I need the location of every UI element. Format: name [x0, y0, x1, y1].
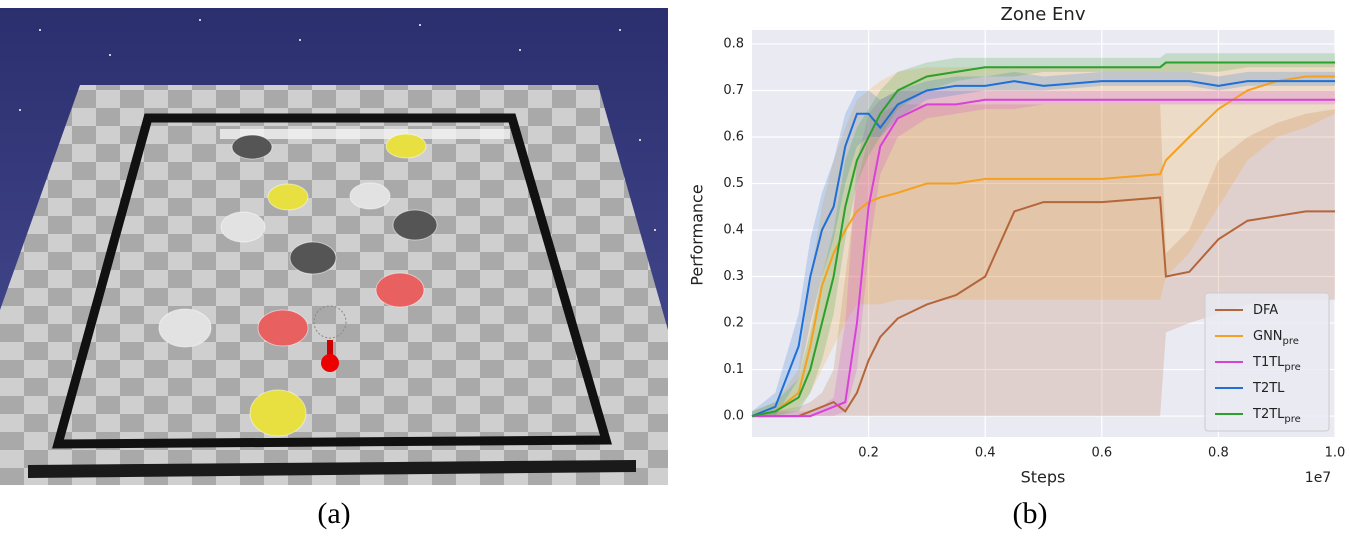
error-band — [752, 53, 1335, 417]
legend-label: DFA — [1253, 303, 1278, 318]
line — [751, 61, 1335, 418]
y-tick-label: 0.8 — [723, 36, 744, 51]
legend-name: GNN — [1253, 329, 1283, 344]
legend-subscript: pre — [1284, 362, 1300, 373]
x-tick-label: 0.4 — [975, 446, 996, 461]
legend-subscript: pre — [1284, 414, 1300, 425]
floor — [0, 85, 668, 485]
y-tick-label: 0.4 — [723, 223, 744, 238]
line — [752, 196, 1335, 418]
front-wall — [28, 460, 636, 478]
line — [751, 80, 1335, 417]
x-tick-label: 1.0 — [1325, 446, 1346, 461]
wall-highlight — [220, 129, 510, 139]
x-offset-label: 1e7 — [1305, 470, 1331, 486]
legend-label: T2TLpre — [1252, 407, 1301, 426]
y-tick-label: 0.0 — [723, 409, 744, 424]
y-tick-label: 0.7 — [723, 83, 744, 98]
y-axis-label: Performance — [688, 184, 707, 285]
legend-label: T1TLpre — [1252, 355, 1301, 374]
y-tick-label: 0.5 — [723, 176, 744, 191]
legend-subscript: pre — [1283, 336, 1299, 347]
x-tick-label: 0.8 — [1208, 446, 1229, 461]
y-tick-label: 0.6 — [723, 129, 744, 144]
legend-label: GNNpre — [1253, 329, 1299, 348]
chart-title: Zone Env — [1001, 4, 1086, 25]
zones — [158, 133, 438, 437]
x-axis-label: Steps — [1021, 468, 1066, 487]
line — [752, 98, 1335, 418]
error-band — [752, 104, 1335, 417]
y-tick-label: 0.3 — [723, 269, 744, 284]
line — [751, 75, 1335, 418]
legend-name: T2TL — [1252, 407, 1285, 422]
wall — [52, 113, 612, 449]
legend-name: DFA — [1253, 303, 1278, 318]
y-tick-label: 0.2 — [723, 316, 744, 331]
environment-render — [0, 8, 668, 485]
legend-name: T1TL — [1252, 355, 1285, 370]
caption: (b) — [1013, 497, 1048, 530]
y-tick-label: 0.1 — [723, 362, 744, 377]
error-band — [752, 62, 1335, 417]
x-tick-label: 0.6 — [1091, 446, 1112, 461]
caption: (a) — [317, 497, 350, 530]
agent — [313, 305, 347, 372]
x-tick-label: 0.2 — [858, 446, 879, 461]
legend-label: T2TL — [1252, 381, 1285, 396]
legend-box — [1204, 292, 1330, 432]
legend-name: T2TL — [1252, 381, 1285, 396]
stars — [19, 19, 656, 231]
